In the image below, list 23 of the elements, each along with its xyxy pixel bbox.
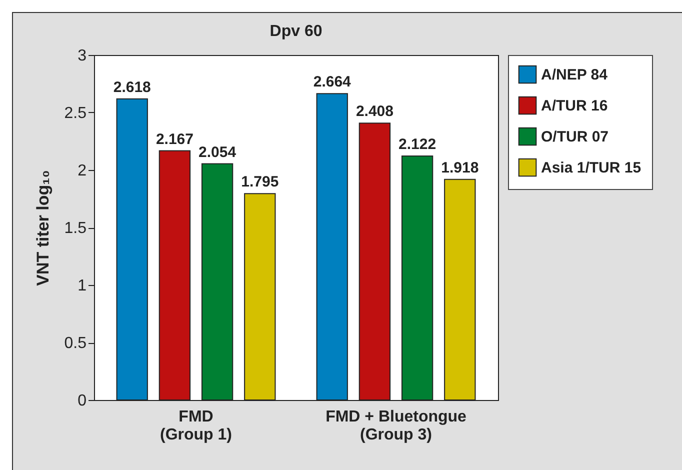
y-tick-label: 3 xyxy=(78,48,87,64)
data-label: 2.408 xyxy=(356,103,394,120)
data-label: 1.795 xyxy=(241,174,279,191)
data-label: 2.122 xyxy=(398,136,436,153)
legend-label: Asia 1/TUR 15 xyxy=(541,160,642,176)
y-tick-label: 2 xyxy=(78,162,87,180)
y-tick-label: 1 xyxy=(78,278,87,294)
data-label: 2.664 xyxy=(313,74,352,91)
y-tick-label: 2.5 xyxy=(64,105,87,122)
data-label: 2.618 xyxy=(113,78,151,96)
x-tick-label: FMD (Group 1) xyxy=(160,408,232,444)
y-tick-label: 1.5 xyxy=(64,220,87,237)
y-axis-title: VNT titer log₁₀ xyxy=(33,170,52,286)
chart-title: Dpv 60 xyxy=(270,23,322,40)
legend-label: A/TUR 16 xyxy=(541,98,608,114)
legend-label: O/TUR 07 xyxy=(541,128,609,146)
y-tick-label: 0.5 xyxy=(64,335,87,352)
y-tick-label: 0 xyxy=(78,392,87,410)
x-tick-label: FMD + Bluetongue (Group 3) xyxy=(326,408,467,444)
data-label: 1.918 xyxy=(441,159,479,176)
data-label: 2.167 xyxy=(156,130,194,148)
legend-label: A/NEP 84 xyxy=(541,66,608,84)
data-label: 2.054 xyxy=(198,144,237,161)
